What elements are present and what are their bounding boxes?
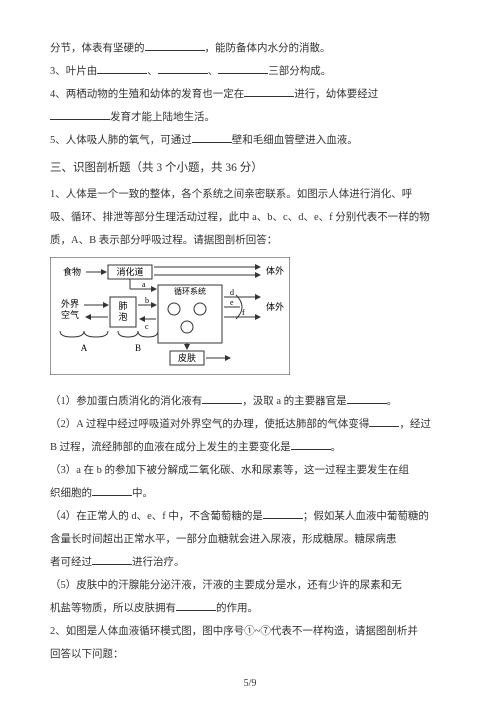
q5: 5、人体吸人肺的氧气，可通过 壁和毛细血管壁进入血液。 bbox=[50, 130, 450, 151]
p2b: 回答以下问题： bbox=[50, 644, 450, 665]
skin-label: 皮肤 bbox=[178, 352, 196, 363]
text: 者可经过 bbox=[50, 557, 92, 568]
text: 机盐等物质，所以皮肤拥有 bbox=[50, 603, 176, 614]
air2-label: 空气 bbox=[61, 309, 79, 320]
text: 三、识图剖析题（共 3 个小题，共 36 分） bbox=[50, 162, 263, 174]
air-label: 外界 bbox=[61, 298, 79, 309]
diagram-svg: 消化道 食物 体外 循环系统 a d e f 体外 bbox=[50, 257, 290, 375]
text: 1、人体是一个一致的整体，各个系统之间亲密联系。如图示人体进行消化、呼 bbox=[50, 189, 412, 200]
food-label: 食物 bbox=[63, 266, 81, 277]
blank bbox=[369, 416, 399, 427]
page-content: 分节，体表有坚硬的 ，能防备体内水分的消散。 3、叶片由 、 、 三部分构成。 4、两栖… bbox=[50, 38, 450, 665]
text: 4、两栖动物的生殖和幼体的发育也一定在 bbox=[50, 89, 244, 100]
text: （3）a 在 b 的参加下被分解成二氧化碳、水和尿素等，这一过程主要发生在组 bbox=[50, 465, 409, 476]
p1-intro2: 吸、循环、排泄等部分生理活动过程，此中 a、b、c、d、e、f 分别代表不一样的… bbox=[50, 207, 450, 228]
blank bbox=[158, 63, 208, 74]
text: 5、人体吸人肺的氧气，可通过 bbox=[50, 135, 192, 146]
text: 进行治疗。 bbox=[132, 557, 185, 568]
text: 3、叶片由 bbox=[50, 66, 97, 77]
text: 三部分构成。 bbox=[268, 66, 331, 77]
text: 质，A、B 表示部分呼吸过程。请据图剖析回答： bbox=[50, 235, 277, 246]
p1q4b: 含量长时间超出正常水平，一部分血糖就会进入尿液，形成糖尿。糖尿病患 bbox=[50, 529, 450, 550]
text: 回答以下问题： bbox=[50, 649, 124, 660]
p1q2b: B 过程，流经肺部的血液在成分上发生的主要变化是 。 bbox=[50, 437, 450, 458]
circ-label: 循环系统 bbox=[174, 286, 206, 296]
text: 壁和毛细血管壁进入血液。 bbox=[232, 135, 358, 146]
lung2-label: 泡 bbox=[118, 311, 127, 322]
p2a: 2、如图是人体血液循环模式图，图中序号①~⑦代表不一样构造，请据图剖析并 bbox=[50, 621, 450, 642]
f-label: f bbox=[242, 308, 245, 317]
p1q3a: （3）a 在 b 的参加下被分解成二氧化碳、水和尿素等，这一过程主要发生在组 bbox=[50, 460, 450, 481]
text: 。 bbox=[387, 396, 398, 407]
blank bbox=[176, 600, 216, 611]
section3-title: 三、识图剖析题（共 3 个小题，共 36 分） bbox=[50, 157, 450, 180]
p1q4a: （4）在正常人的 d、e、f 中，不含葡萄糖的是 ；假如某人血液中葡萄糖的 bbox=[50, 506, 450, 527]
p1q1: （1）参加蛋白质消化的消化液有 ，汲取 a 的主要器官是 。 bbox=[50, 391, 450, 412]
p1-intro1: 1、人体是一个一致的整体，各个系统之间亲密联系。如图示人体进行消化、呼 bbox=[50, 184, 450, 205]
blank bbox=[291, 439, 331, 450]
e-label: e bbox=[230, 298, 234, 307]
blank bbox=[263, 508, 303, 519]
lung-label: 肺 bbox=[118, 301, 127, 311]
text: 含量长时间超出正常水平，一部分血糖就会进入尿液，形成糖尿。糖尿病患 bbox=[50, 534, 397, 545]
p1q3b: 织细胞的 中。 bbox=[50, 483, 450, 504]
text: 吸、循环、排泄等部分生理活动过程，此中 a、b、c、d、e、f 分别代表不一样的… bbox=[50, 212, 430, 223]
text: （5）皮肤中的汗腺能分泌汗液，汗液的主要成分是水，还有少许的尿素和无 bbox=[50, 580, 402, 591]
d-label: d bbox=[230, 288, 234, 297]
q4: 4、两栖动物的生殖和幼体的发育也一定在 进行，幼体要经过 bbox=[50, 84, 450, 105]
blank bbox=[50, 109, 110, 120]
blank bbox=[92, 554, 132, 565]
text: 发育才能上陆地生活。 bbox=[110, 112, 215, 123]
diagram: 消化道 食物 体外 循环系统 a d e f 体外 bbox=[50, 257, 450, 383]
A-label: A bbox=[81, 343, 88, 353]
text: 5/9 bbox=[244, 678, 257, 689]
blank bbox=[92, 485, 132, 496]
text: ，汲取 a 的主要器官是 bbox=[242, 396, 346, 407]
text: ；假如某人血液中葡萄糖的 bbox=[303, 511, 429, 522]
a-label: a bbox=[142, 280, 146, 289]
text: ，经过 bbox=[399, 419, 431, 430]
p1q5a: （5）皮肤中的汗腺能分泌汗液，汗液的主要成分是水，还有少许的尿素和无 bbox=[50, 575, 450, 596]
out1-label: 体外 bbox=[266, 265, 284, 276]
blank bbox=[192, 132, 232, 143]
B-label: B bbox=[135, 343, 141, 353]
text: （2）A 过程中经过呼吸道对外界空气的办理，使抵达肺部的气体变得 bbox=[50, 419, 369, 430]
q2-tail: 分节，体表有坚硬的 ，能防备体内水分的消散。 bbox=[50, 38, 450, 59]
out2-label: 体外 bbox=[266, 301, 284, 312]
blank bbox=[244, 86, 294, 97]
page-number: 5/9 bbox=[0, 678, 500, 689]
text: 。 bbox=[331, 442, 342, 453]
text: B 过程，流经肺部的血液在成分上发生的主要变化是 bbox=[50, 442, 291, 453]
blank bbox=[347, 393, 387, 404]
text: 2、如图是人体血液循环模式图，图中序号①~⑦代表不一样构造，请据图剖析并 bbox=[50, 626, 418, 637]
digest-label: 消化道 bbox=[116, 266, 143, 277]
p1q5b: 机盐等物质，所以皮肤拥有 的作用。 bbox=[50, 598, 450, 619]
text: 、 bbox=[208, 66, 219, 77]
text: （4）在正常人的 d、e、f 中，不含葡萄糖的是 bbox=[50, 511, 263, 522]
q3: 3、叶片由 、 、 三部分构成。 bbox=[50, 61, 450, 82]
text: 织细胞的 bbox=[50, 488, 92, 499]
q4b: 发育才能上陆地生活。 bbox=[50, 107, 450, 128]
text: ，能防备体内水分的消散。 bbox=[205, 43, 331, 54]
blank bbox=[202, 393, 242, 404]
text: 分节，体表有坚硬的 bbox=[50, 43, 145, 54]
p1-intro3: 质，A、B 表示部分呼吸过程。请据图剖析回答： bbox=[50, 230, 450, 251]
text: 中。 bbox=[132, 488, 153, 499]
blank bbox=[97, 63, 147, 74]
blank bbox=[218, 63, 268, 74]
text: 进行，幼体要经过 bbox=[294, 89, 378, 100]
blank bbox=[145, 40, 205, 51]
b-label: b bbox=[145, 296, 149, 305]
text: （1）参加蛋白质消化的消化液有 bbox=[50, 396, 202, 407]
text: 的作用。 bbox=[216, 603, 258, 614]
c-label: c bbox=[145, 322, 149, 331]
p1q2a: （2）A 过程中经过呼吸道对外界空气的办理，使抵达肺部的气体变得 ，经过 bbox=[50, 414, 450, 435]
p1q4c: 者可经过 进行治疗。 bbox=[50, 552, 450, 573]
text: 、 bbox=[147, 66, 158, 77]
